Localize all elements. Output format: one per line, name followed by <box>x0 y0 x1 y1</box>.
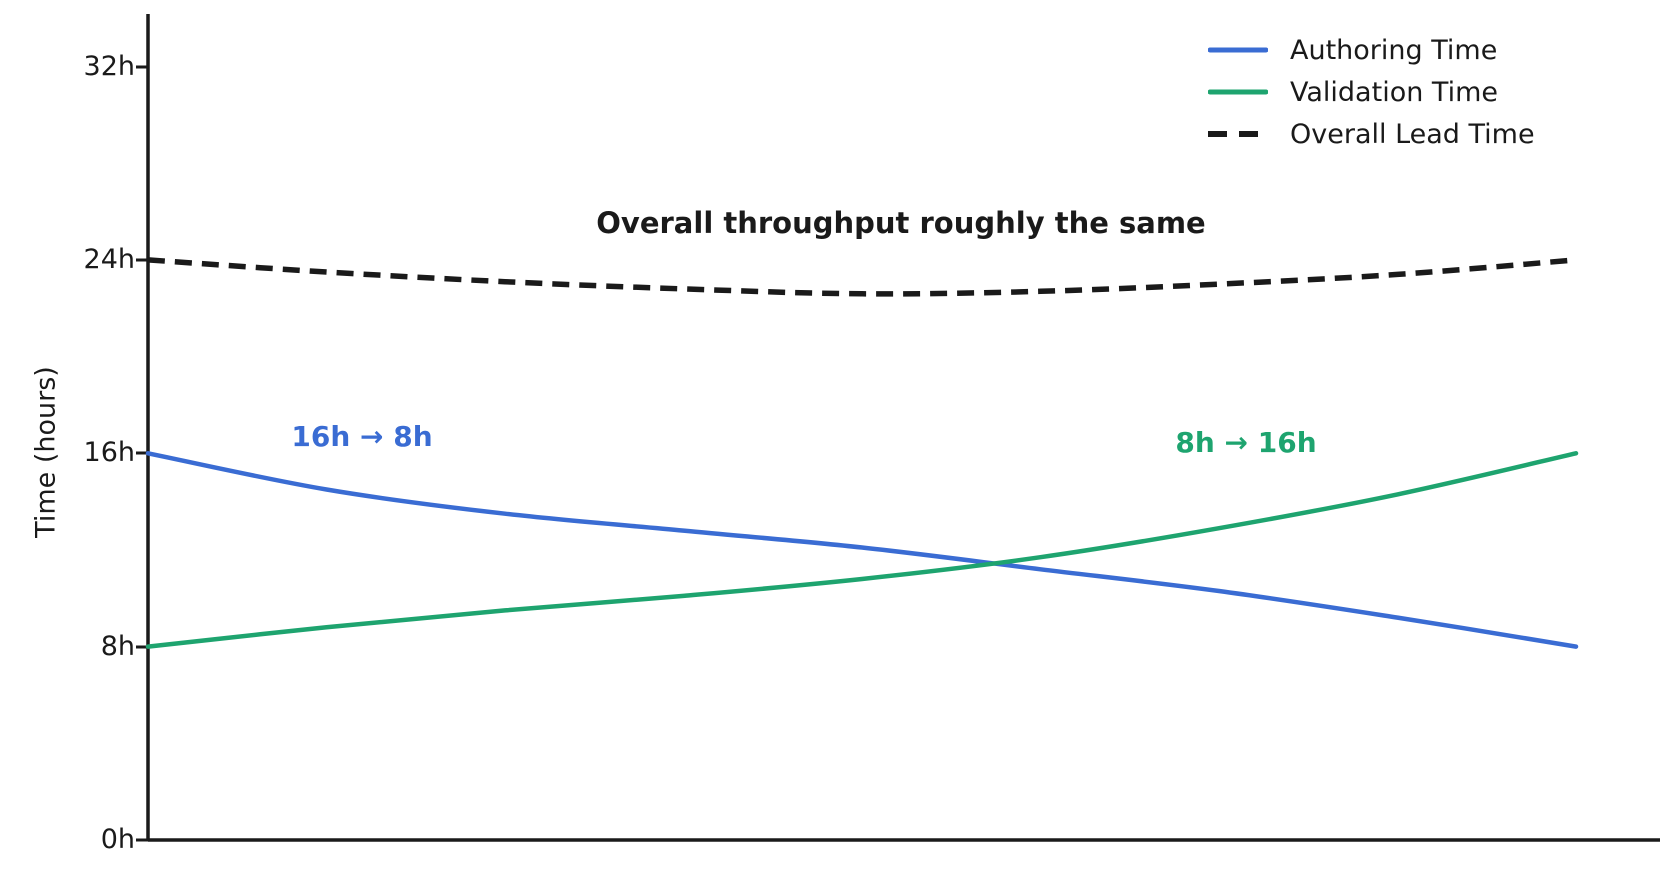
validation-time-line <box>145 451 1579 649</box>
authoring-time-line <box>145 451 1579 649</box>
legend-swatch-validation <box>1208 89 1268 95</box>
annotation-overall-throughput: Overall throughput roughly the same <box>596 206 1206 240</box>
legend-label-lead: Overall Lead Time <box>1290 118 1535 150</box>
y-axis-title: Time (hours) <box>30 366 62 538</box>
legend-item-authoring: Authoring Time <box>1208 33 1535 67</box>
legend-item-validation: Validation Time <box>1208 75 1535 109</box>
legend-item-lead: Overall Lead Time <box>1208 117 1535 151</box>
annotation-authoring-change: 16h → 8h <box>291 420 433 453</box>
annotation-validation-change: 8h → 16h <box>1175 426 1317 459</box>
overall-lead-time-line <box>147 257 1577 297</box>
ytick-label-32h: 32h <box>83 51 135 82</box>
legend: Authoring Time Validation Time Overall L… <box>1208 33 1535 151</box>
legend-label-validation: Validation Time <box>1290 76 1498 108</box>
legend-swatch-lead-dashed <box>1208 131 1268 137</box>
legend-label-authoring: Authoring Time <box>1290 34 1498 66</box>
ytick-label-16h: 16h <box>83 437 135 468</box>
ytick-label-0h: 0h <box>100 824 135 855</box>
legend-swatch-authoring <box>1208 47 1268 53</box>
ytick-label-8h: 8h <box>100 631 135 662</box>
ytick-label-24h: 24h <box>83 244 135 275</box>
